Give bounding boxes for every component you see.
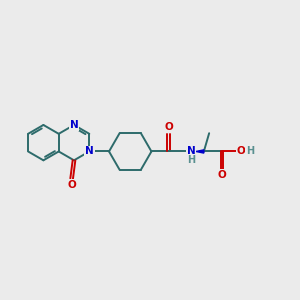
Text: H: H — [187, 155, 195, 165]
Text: O: O — [237, 146, 245, 156]
Polygon shape — [196, 150, 204, 153]
Text: H: H — [246, 146, 254, 156]
Text: N: N — [85, 146, 94, 157]
Text: N: N — [70, 120, 78, 130]
Text: O: O — [67, 180, 76, 190]
Text: N: N — [187, 146, 195, 156]
Text: O: O — [164, 122, 173, 132]
Text: O: O — [218, 170, 226, 180]
